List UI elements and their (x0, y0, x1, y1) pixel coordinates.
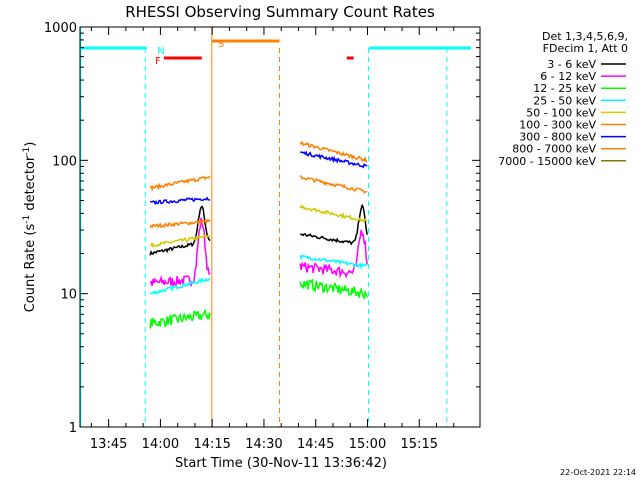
x-tick-label: 13:45 (90, 437, 127, 452)
series-line-0-6 (149, 196, 211, 206)
x-tick-label: 15:00 (349, 437, 386, 452)
flag-label-s: S (218, 39, 224, 50)
series-line-1-3 (299, 254, 368, 270)
legend-label: 100 - 300 keV (519, 119, 596, 132)
series-line-0-7 (149, 218, 211, 229)
legend-label: 300 - 800 keV (519, 131, 596, 144)
flag-label-f: F (155, 56, 161, 67)
y-axis-label-sup2: -1 (22, 147, 32, 156)
x-tick-label: 14:00 (142, 437, 179, 452)
legend: Det 1,3,4,5,6,9,FDecim 1, Att 0 3 - 6 keV… (498, 30, 628, 168)
x-axis-label: Start Time (30-Nov-11 13:36:42) (175, 456, 387, 471)
y-tick-label: 1 (69, 421, 77, 436)
series-line-1-7 (299, 174, 368, 194)
series-line-0-1 (149, 217, 211, 288)
series-line-1-6 (300, 150, 368, 169)
x-tick-label: 15:15 (401, 437, 438, 452)
plot-frame (79, 26, 481, 428)
legend-label: 800 - 7000 keV (512, 143, 596, 156)
series-line-1-0 (299, 203, 368, 246)
legend-header-line: Det 1,3,4,5,6,9, (542, 30, 628, 43)
series-line-0-2 (149, 308, 211, 329)
y-axis-label: Count Rate (s-1 detector-1) (22, 142, 38, 313)
legend-label: 25 - 50 keV (533, 94, 596, 107)
x-tick-label: 14:15 (193, 437, 230, 452)
axes: 1 10 100 1000 13:45 14:00 14:15 14:30 14:45 15:00… (44, 21, 480, 452)
series-line-0-5 (149, 175, 211, 192)
legend-label: 12 - 25 keV (533, 82, 596, 95)
flag-label-n: N (157, 46, 164, 57)
footer-timestamp: 22-Oct-2021 22:14 (560, 468, 636, 477)
legend-label: 3 - 6 keV (547, 58, 596, 71)
y-axis-label-sup1: -1 (22, 215, 32, 224)
legend-label: 6 - 12 keV (540, 70, 596, 83)
chart-title: RHESSI Observing Summary Count Rates (125, 3, 435, 21)
y-axis-label-mid: detector (23, 155, 38, 215)
legend-label: 7000 - 15000 keV (498, 155, 596, 168)
series-line-0-0 (149, 205, 211, 256)
x-tick-label: 14:45 (297, 437, 334, 452)
series-line-1-5 (299, 141, 368, 163)
y-axis-label-end: ) (23, 142, 38, 147)
y-tick-label: 1000 (44, 21, 77, 36)
series-line-1-4 (299, 204, 368, 224)
y-tick-label: 10 (60, 288, 77, 303)
plot-area: NF S (80, 27, 472, 427)
series-line-0-3 (149, 277, 211, 296)
legend-label: 50 - 100 keV (526, 106, 596, 119)
y-axis-label-main: Count Rate (s (23, 224, 38, 313)
x-tick-label: 14:30 (245, 437, 282, 452)
series-line-0-4 (150, 234, 211, 249)
series-line-1-2 (299, 278, 368, 301)
legend-header-line: FDecim 1, Att 0 (543, 42, 628, 55)
y-tick-label: 100 (52, 154, 77, 169)
